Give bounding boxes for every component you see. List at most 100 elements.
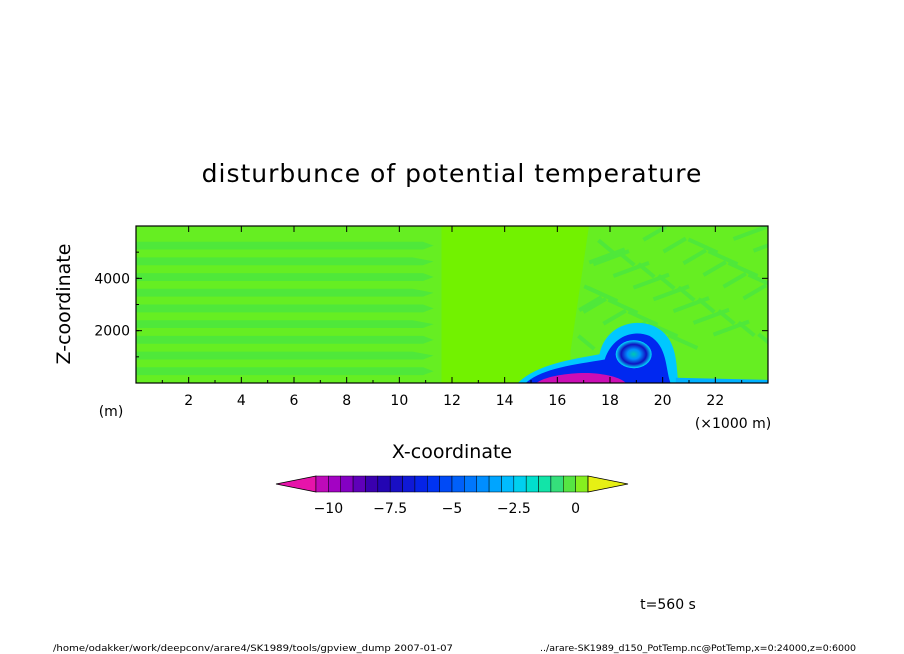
kelvin-helmholtz-head: [615, 340, 652, 369]
colorbar-extend-min: [275, 475, 317, 493]
gravity-wave-streak: [602, 308, 627, 326]
y-axis-unit: (m): [99, 404, 124, 420]
gravity-wave-streak: [607, 298, 639, 315]
colorbar-bin: [513, 475, 527, 493]
y-axis-label: Z-coordinate: [53, 244, 75, 365]
colorbar-bin: [439, 475, 453, 493]
x-tick-label: 6: [290, 393, 299, 409]
footer-right: ../arare-SK1989_d150_PotTemp.nc@PotTemp,…: [540, 644, 856, 654]
stratification-band: [136, 288, 434, 297]
stratification-band: [136, 241, 434, 250]
colorbar-bin: [365, 475, 379, 493]
x-tick-label: 12: [443, 393, 461, 409]
x-tick-label: 2: [184, 393, 193, 409]
gravity-wave-streak: [732, 226, 768, 241]
colorbar-bin: [328, 475, 341, 493]
gravity-wave-streak: [682, 248, 707, 266]
gravity-wave-streak: [583, 284, 614, 302]
colorbar-extend-max: [587, 475, 629, 493]
x-tick-label: 20: [654, 393, 672, 409]
colorbar-bin: [488, 475, 502, 493]
neutral-region: [499, 226, 589, 383]
colorbar-bin: [451, 475, 465, 493]
plot-area: 2 4 6 8 10 12 14 16 18 20 22 2000 4000: [94, 225, 769, 409]
stratification-band: [136, 351, 434, 360]
x-tick-label: 4: [237, 393, 246, 409]
x-tick-label: 8: [342, 393, 351, 409]
gravity-wave-streak: [662, 236, 687, 254]
stratification-band: [136, 335, 434, 344]
colorbar-bin: [550, 475, 564, 493]
heatmap-field: [136, 226, 768, 383]
gravity-wave-streak: [742, 283, 767, 301]
colorbar-bin: [575, 475, 589, 493]
gravity-wave-streak: [737, 320, 756, 338]
gravity-wave-streak: [657, 273, 676, 291]
stratification-band: [136, 304, 434, 313]
colorbar-bin: [414, 475, 428, 493]
x-tick-label: 14: [496, 393, 514, 409]
gravity-wave-streak: [752, 243, 768, 253]
colorbar-tick-label: −2.5: [497, 501, 531, 517]
time-label: t=560 s: [640, 597, 696, 613]
colorbar-tick-label: 0: [571, 501, 580, 517]
gravity-wave-streak: [582, 297, 607, 314]
y-tick-label: 4000: [94, 271, 130, 287]
x-axis-label: X-coordinate: [392, 441, 512, 463]
x-tick-label: 18: [601, 393, 619, 409]
gravity-wave-streak: [722, 271, 747, 289]
x-tick-label: 22: [706, 393, 724, 409]
cold-pool-minimum: [536, 373, 626, 383]
gust-front-layer: [675, 377, 768, 383]
gravity-wave-streak: [642, 226, 667, 242]
x-tick-label: 10: [390, 393, 408, 409]
gravity-wave-streak: [637, 262, 656, 279]
gravity-wave-streak: [727, 261, 759, 278]
gravity-wave-streak: [717, 309, 736, 326]
gravity-wave-streak: [757, 332, 768, 345]
colorbar-bin: [464, 475, 477, 493]
gravity-wave-streak: [647, 321, 679, 339]
chart-title: disturbunce of potential temperature: [202, 159, 703, 188]
colorbar-bin: [377, 475, 391, 493]
stratification-band: [136, 367, 434, 376]
stratification-band: [136, 273, 434, 281]
gravity-wave-streak: [747, 272, 768, 286]
gravity-wave-streak: [677, 285, 696, 302]
y-tick-label: 2000: [94, 324, 130, 340]
gravity-wave-streak: [627, 309, 659, 327]
colorbar-bin: [427, 475, 440, 493]
colorbar: −10 −7.5 −5 −2.5 0: [275, 475, 629, 517]
x-axis-ticks: 2 4 6 8 10 12 14 16 18 20 22: [161, 226, 743, 409]
stratification-band: [136, 257, 434, 266]
gravity-wave-streak: [578, 295, 603, 312]
colorbar-bin: [389, 475, 403, 493]
colorbar-bin: [501, 475, 515, 493]
colorbar-bin: [538, 475, 552, 493]
gravity-wave-streak: [617, 250, 636, 267]
gravity-wave-streak: [687, 237, 719, 255]
colorbar-bin: [402, 475, 416, 493]
x-tick-label: 16: [548, 393, 566, 409]
gravity-wave-streak: [597, 238, 616, 255]
colorbar-bin: [340, 475, 354, 493]
y-axis-ticks: 2000 4000: [94, 251, 768, 358]
x-axis-unit: (×1000 m): [695, 416, 771, 432]
gravity-wave-streak: [707, 249, 739, 267]
colorbar-bin: [476, 475, 490, 493]
gravity-wave-streak: [702, 260, 727, 277]
colorbar-tick-label: −5: [442, 501, 463, 517]
gravity-wave-streak: [697, 297, 716, 314]
colorbar-bin: [563, 475, 576, 493]
footer-left: /home/odakker/work/deepconv/arare4/SK198…: [53, 644, 453, 654]
colorbar-tick-label: −10: [314, 501, 344, 517]
colorbar-bin: [525, 475, 539, 493]
gravity-wave-streak: [577, 334, 596, 351]
gravity-wave-streak: [667, 333, 699, 350]
colorbar-bin: [315, 475, 329, 493]
colorbar-bin: [352, 475, 366, 493]
colorbar-tick-label: −7.5: [373, 501, 407, 517]
gravity-wave-streak: [588, 247, 626, 265]
stratification-band: [136, 320, 434, 329]
